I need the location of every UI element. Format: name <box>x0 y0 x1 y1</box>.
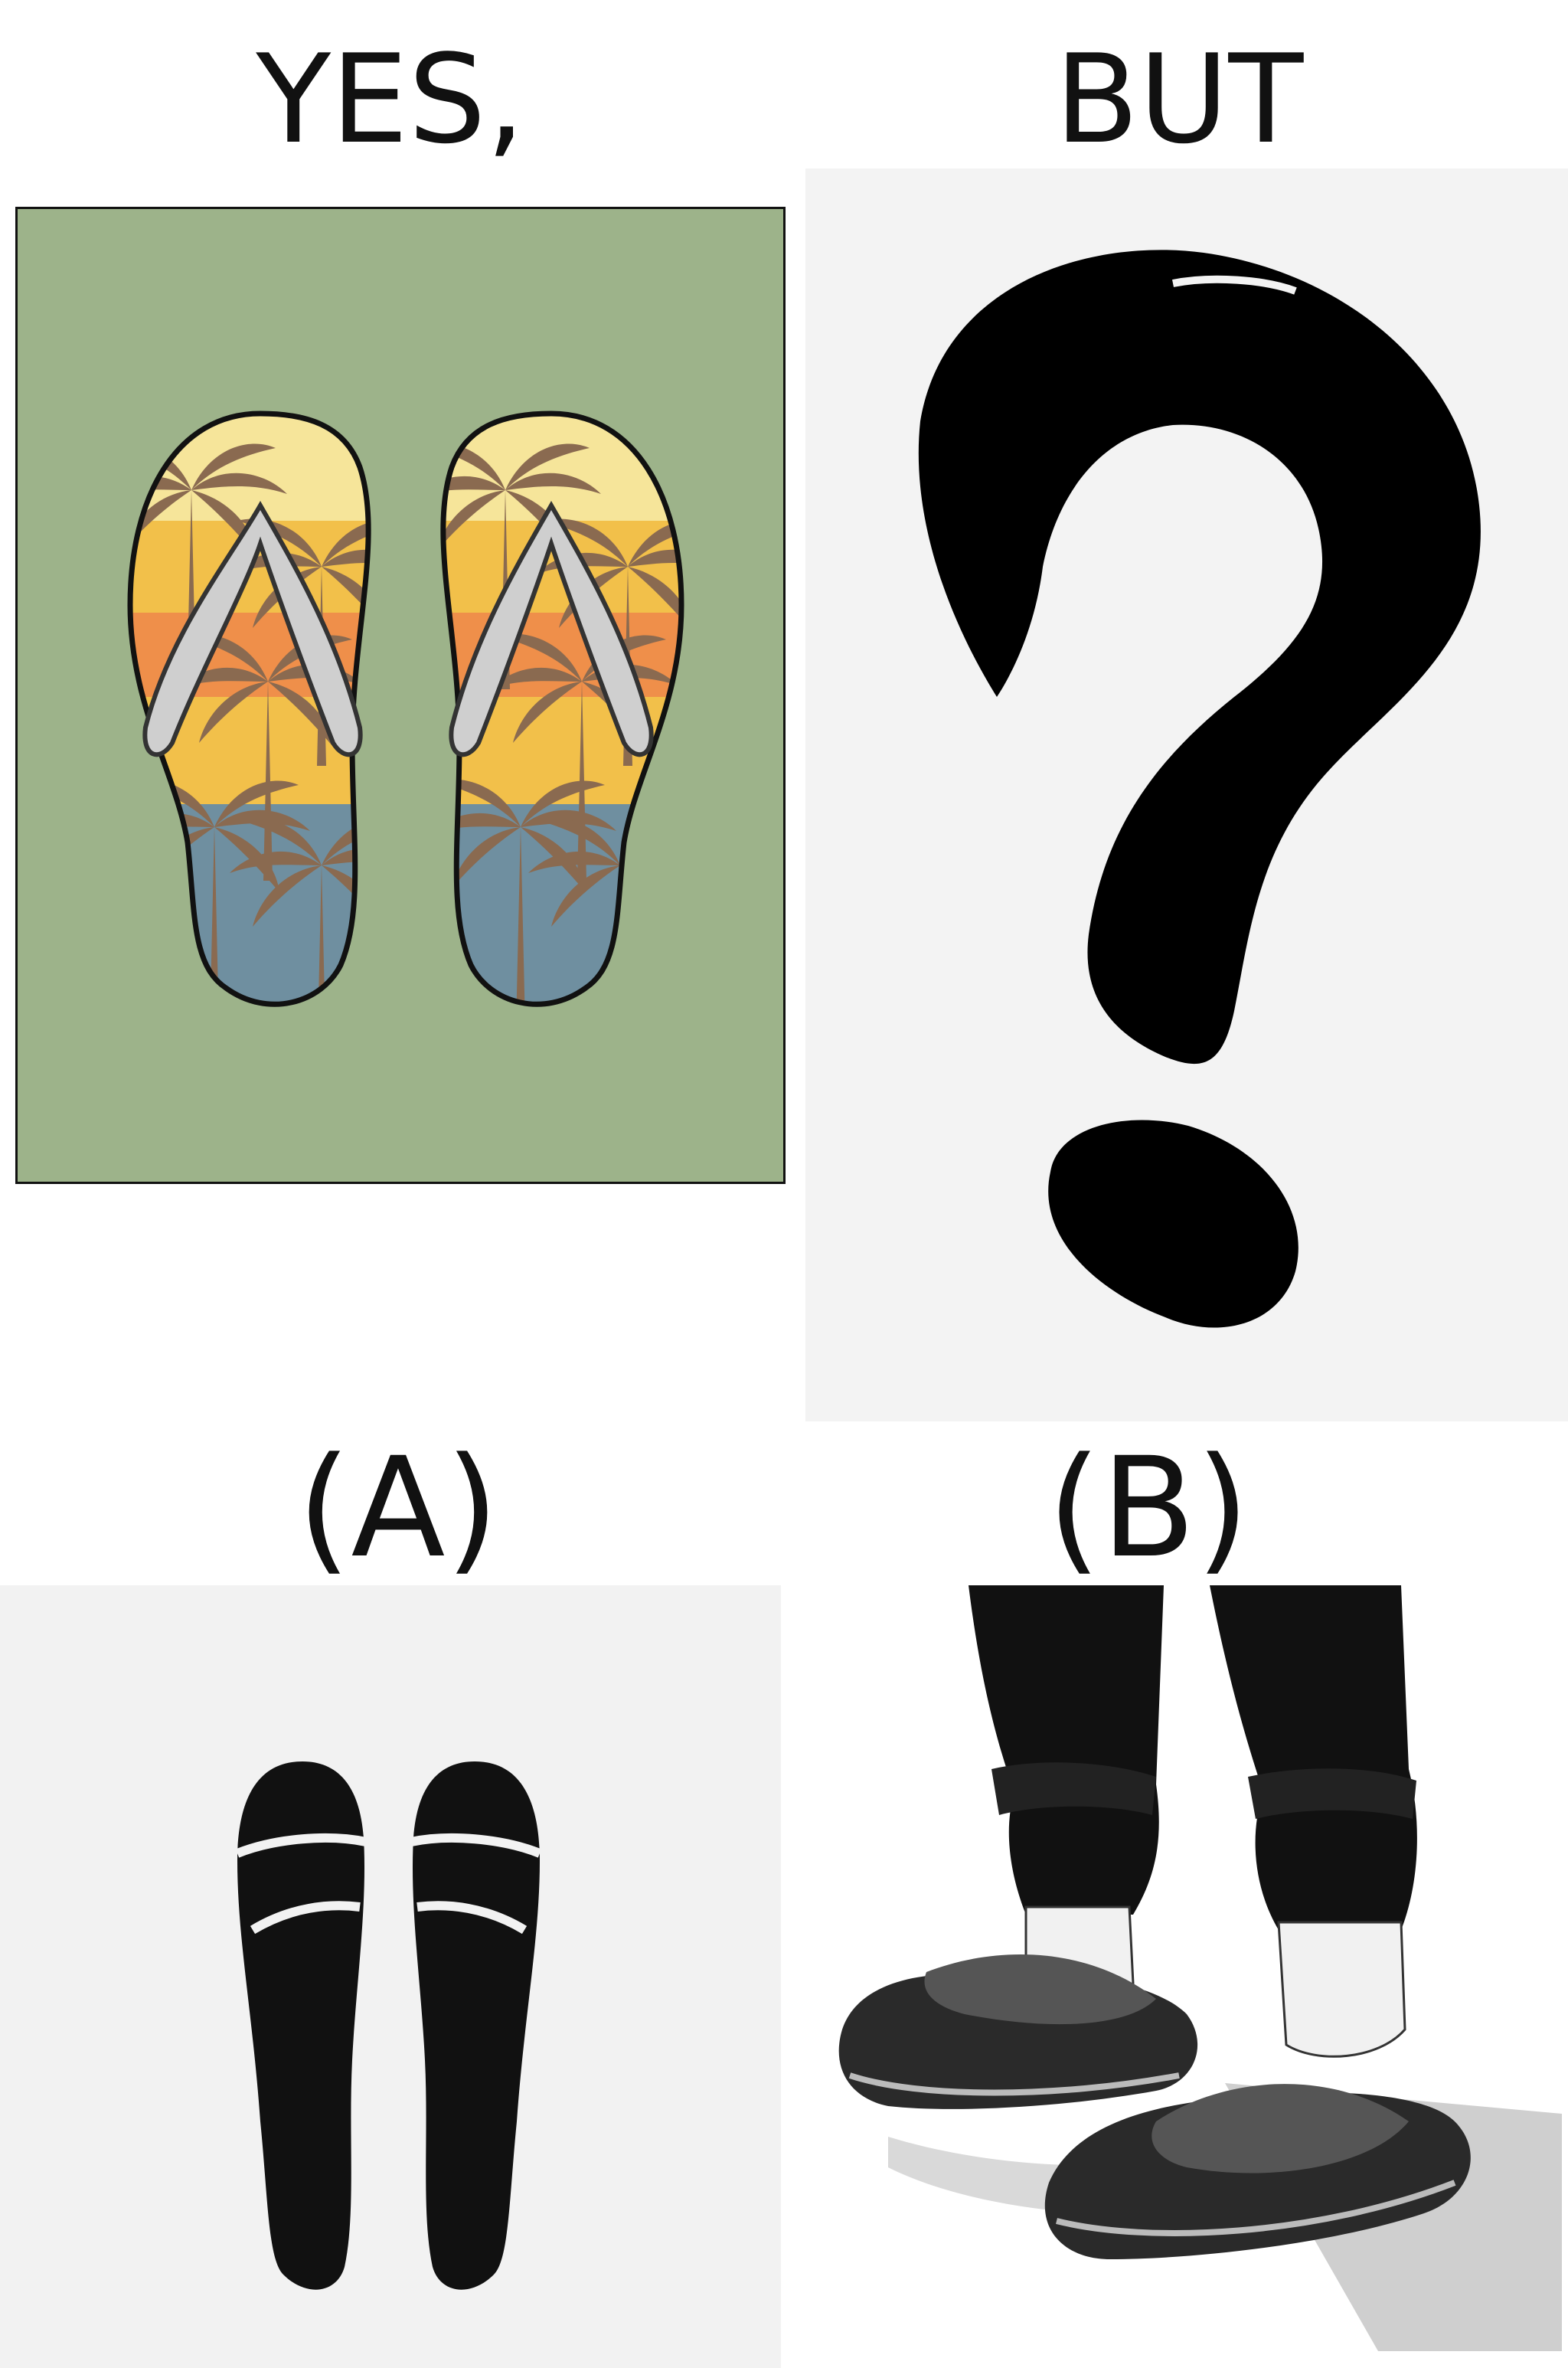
socks-with-sandals-illustration <box>796 1585 1568 2368</box>
question-mark-icon <box>918 250 1481 1328</box>
yes-panel <box>15 207 786 1184</box>
slide-sandals-icon <box>0 1585 781 2368</box>
but-panel <box>805 168 1568 1421</box>
option-b-panel <box>796 1585 1568 2368</box>
option-b-label: (B) <box>1047 1428 1250 1588</box>
but-heading: BUT <box>1054 28 1304 171</box>
yes-heading: YES, <box>256 28 525 171</box>
option-a-label: (A) <box>297 1428 499 1588</box>
option-a-panel <box>0 1585 781 2368</box>
flip-flops-illustration <box>15 207 786 1184</box>
